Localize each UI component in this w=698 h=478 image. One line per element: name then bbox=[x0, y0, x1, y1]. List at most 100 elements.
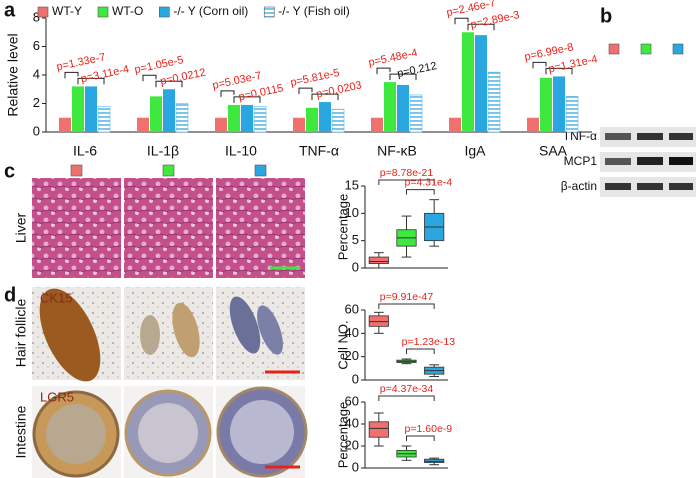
legend-swatch bbox=[37, 6, 49, 18]
box bbox=[368, 421, 389, 438]
panel-label: d bbox=[4, 284, 16, 306]
bar bbox=[137, 117, 149, 132]
bar bbox=[228, 104, 240, 132]
bar bbox=[462, 32, 474, 132]
stain-label: CK15 bbox=[40, 290, 73, 305]
bar bbox=[540, 77, 552, 132]
bracket bbox=[454, 17, 469, 25]
image bbox=[32, 178, 121, 278]
legend-swatch bbox=[263, 6, 275, 18]
p-value: p=0.212 bbox=[396, 60, 438, 80]
box bbox=[424, 458, 445, 463]
p-value: p=9.91e-47 bbox=[380, 291, 434, 303]
band bbox=[669, 157, 693, 165]
y-tick-label: 60 bbox=[345, 301, 359, 316]
bar bbox=[293, 117, 305, 132]
y-tick-label: 20 bbox=[345, 437, 359, 452]
bar bbox=[487, 71, 501, 133]
blot-label: β-actin bbox=[561, 179, 597, 193]
bracket bbox=[233, 96, 261, 103]
band bbox=[605, 183, 631, 190]
y-tick-label: 20 bbox=[345, 348, 359, 363]
bracket bbox=[378, 303, 435, 309]
group-swatch bbox=[70, 164, 83, 177]
image-row-label: Intestine bbox=[13, 405, 29, 458]
intestine-inner bbox=[46, 404, 106, 464]
image bbox=[216, 178, 305, 278]
x-tick-label: SAA bbox=[539, 143, 568, 159]
group-swatch bbox=[162, 164, 175, 177]
bracket bbox=[378, 395, 435, 401]
group-swatch bbox=[254, 164, 267, 177]
bracket bbox=[406, 348, 435, 354]
y-tick-label: 0 bbox=[352, 371, 359, 386]
follicle bbox=[229, 296, 261, 354]
liver-images bbox=[32, 178, 305, 278]
bracket bbox=[389, 73, 417, 81]
y-axis-title: Cell NO. bbox=[335, 320, 350, 369]
follicle bbox=[172, 302, 200, 358]
bar bbox=[253, 106, 267, 133]
bar bbox=[527, 117, 539, 132]
y-tick-label: 40 bbox=[345, 415, 359, 430]
bar bbox=[175, 103, 189, 133]
panel-label: b bbox=[600, 5, 612, 27]
panel-label: c bbox=[4, 160, 15, 182]
bar bbox=[97, 106, 111, 133]
legend-label: WT-Y bbox=[52, 4, 82, 18]
bracket bbox=[532, 61, 547, 69]
y-tick-label: 0 bbox=[33, 123, 40, 138]
y-axis-title: Percentage bbox=[335, 402, 350, 469]
bar bbox=[306, 107, 318, 132]
image bbox=[124, 287, 213, 380]
legend-label: -/- Y (Corn oil) bbox=[173, 4, 248, 18]
bar bbox=[331, 108, 345, 133]
bracket bbox=[77, 77, 105, 85]
p-value: p=4.31e-4 bbox=[405, 176, 453, 188]
bar bbox=[565, 96, 579, 133]
bracket bbox=[220, 90, 235, 97]
image bbox=[216, 287, 305, 380]
bar bbox=[409, 94, 423, 133]
bracket bbox=[298, 87, 313, 95]
bracket bbox=[406, 435, 435, 441]
blot-label: MCP1 bbox=[564, 154, 598, 168]
panel-label: a bbox=[4, 0, 16, 21]
follicle bbox=[257, 305, 283, 355]
band bbox=[637, 183, 663, 190]
bar bbox=[150, 96, 162, 132]
x-tick-label: TNF-α bbox=[299, 143, 339, 159]
x-tick-label: IL-10 bbox=[225, 143, 257, 159]
bar bbox=[397, 84, 409, 132]
legend-swatch bbox=[97, 6, 109, 18]
bar bbox=[449, 117, 461, 132]
y-tick-label: 2 bbox=[33, 95, 40, 110]
p-value: p=1.23e-13 bbox=[402, 336, 456, 348]
bracket bbox=[311, 93, 339, 101]
y-tick-label: 10 bbox=[345, 205, 359, 220]
y-tick-label: 6 bbox=[33, 38, 40, 53]
bar bbox=[72, 86, 84, 132]
follicle bbox=[39, 288, 101, 382]
group-swatch bbox=[640, 43, 652, 55]
x-tick-label: IL-1β bbox=[147, 143, 179, 159]
stain-label: LGR5 bbox=[40, 389, 74, 404]
y-tick-label: 15 bbox=[345, 177, 359, 192]
band bbox=[637, 133, 663, 140]
p-value: p=1.60e-9 bbox=[405, 423, 453, 435]
bar bbox=[215, 117, 227, 132]
y-tick-label: 60 bbox=[345, 393, 359, 408]
y-tick-label: 0 bbox=[352, 259, 359, 274]
bar bbox=[371, 117, 383, 132]
blot-label: TNF-α bbox=[563, 129, 597, 143]
bracket bbox=[467, 23, 495, 31]
image-row-label: Hair follicle bbox=[13, 299, 29, 368]
intestine-inner bbox=[230, 400, 294, 464]
band bbox=[605, 158, 631, 165]
bracket bbox=[142, 74, 157, 82]
y-tick-label: 8 bbox=[33, 9, 40, 24]
bracket bbox=[64, 71, 79, 79]
y-tick-label: 0 bbox=[352, 459, 359, 474]
legend-label: WT-O bbox=[112, 4, 143, 18]
